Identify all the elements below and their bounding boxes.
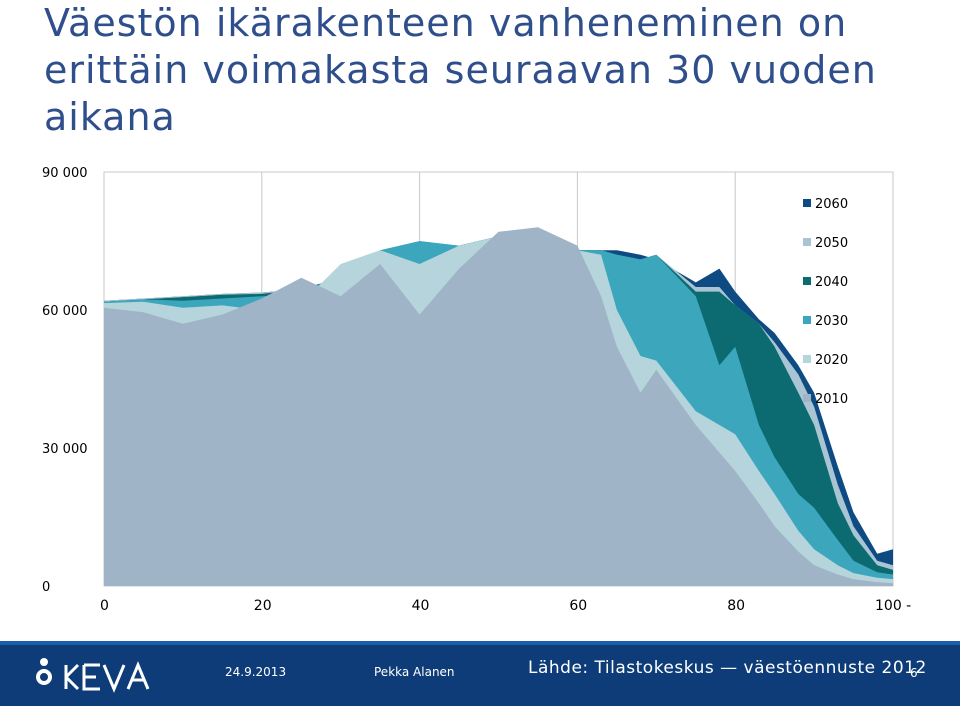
- footer-source: Lähde: Tilastokeskus — väestöennuste 201…: [528, 658, 927, 678]
- footer-bar: 24.9.2013 Pekka Alanen Lähde: Tilastokes…: [0, 641, 960, 706]
- y-tick-label: 30 000: [42, 442, 88, 457]
- legend-swatch-2040: [803, 277, 811, 285]
- y-tick-label: 60 000: [42, 304, 88, 319]
- legend-label-2010: 2010: [815, 392, 848, 407]
- footer-accent-line: [0, 641, 960, 645]
- legend-swatch-2050: [803, 238, 811, 246]
- page-number: 6: [910, 666, 918, 680]
- x-tick-label: 100 -: [875, 598, 911, 614]
- x-tick-label: 40: [412, 598, 430, 614]
- x-tick-label: 80: [727, 598, 745, 614]
- footer-author: Pekka Alanen: [374, 665, 455, 679]
- slide-title: Väestön ikärakenteen vanheneminen on eri…: [44, 1, 877, 139]
- x-tick-label: 0: [100, 598, 109, 614]
- legend-label-2040: 2040: [815, 275, 848, 290]
- legend-swatch-2010: [803, 394, 811, 402]
- chart-legend: 2060 2050 2040 2030 2020 2010: [803, 197, 848, 407]
- legend-swatch-2020: [803, 355, 811, 363]
- legend-label-2020: 2020: [815, 353, 848, 368]
- x-tick-label: 60: [569, 598, 587, 614]
- legend-label-2050: 2050: [815, 236, 848, 251]
- legend-swatch-2060: [803, 199, 811, 207]
- legend-label-2030: 2030: [815, 314, 848, 329]
- footer-date: 24.9.2013: [225, 665, 287, 679]
- legend-label-2060: 2060: [815, 197, 848, 212]
- area-series-2010: [104, 227, 893, 586]
- x-tick-label: 20: [254, 598, 272, 614]
- keva-logo: [36, 658, 150, 693]
- legend-swatch-2030: [803, 316, 811, 324]
- x-axis-ticks: 0 20 40 60 80 100 -: [100, 598, 911, 614]
- y-axis-ticks: 0 30 000 60 000 90 000: [42, 166, 88, 595]
- y-tick-label: 0: [42, 580, 50, 595]
- chart-areas: [104, 227, 893, 586]
- y-tick-label: 90 000: [42, 166, 88, 181]
